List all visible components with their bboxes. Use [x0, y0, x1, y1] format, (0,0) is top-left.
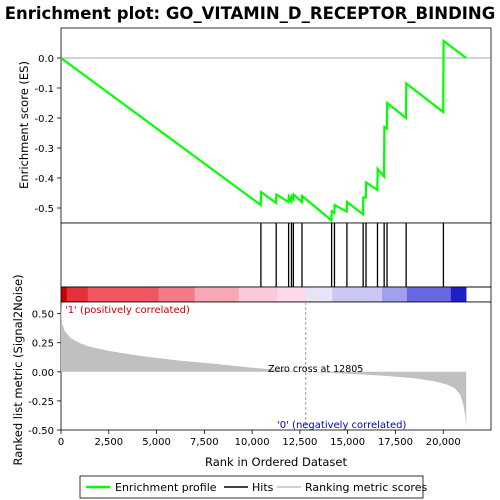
- colorbar-segment: [238, 287, 278, 302]
- colorbar-segment: [332, 287, 383, 302]
- metric-y-tick-label: 0.00: [32, 368, 54, 379]
- colorbar-segment: [305, 287, 333, 302]
- x-tick-label: 17,500: [378, 437, 413, 448]
- legend-enrichment-profile: Enrichment profile: [115, 481, 217, 494]
- legend: Enrichment profile Hits Ranking metric s…: [79, 475, 427, 499]
- metric-y-axis: 0.50 0.25 0.00 -0.25 -0.50: [28, 310, 61, 437]
- colorbar-segment: [382, 287, 408, 302]
- enrichment-profile-line: [60, 38, 467, 223]
- colorbar-segment: [450, 287, 467, 302]
- es-y-tick-label: 0.0: [38, 54, 54, 65]
- es-y-axis: 0.0 -0.1 -0.2 -0.3 -0.4 -0.5: [34, 54, 61, 215]
- es-y-tick-label: -0.2: [34, 114, 54, 125]
- ranking-metric-area: [61, 304, 467, 427]
- x-tick-label: 20,000: [426, 437, 461, 448]
- x-axis: 0 2,500 5,000 7,500 10,000 12,500 15,000 17,500…: [58, 430, 461, 448]
- zero-cross-label: Zero cross at 12805: [268, 364, 363, 375]
- colorbar-segment: [406, 287, 452, 302]
- colorbar-segment: [194, 287, 240, 302]
- colorbar-segment: [158, 287, 196, 302]
- colorbar-segment: [276, 287, 307, 302]
- colorbar-segment: [87, 287, 159, 302]
- colorbar-segment: [66, 287, 89, 302]
- x-tick-label: 10,000: [235, 437, 270, 448]
- hit-markers: [260, 223, 445, 287]
- legend-hits: Hits: [252, 481, 274, 494]
- x-tick-label: 12,500: [282, 437, 317, 448]
- x-tick-label: 15,000: [330, 437, 365, 448]
- metric-y-tick-label: 0.50: [32, 310, 54, 321]
- ranked-list-colorbar: [61, 287, 467, 302]
- es-y-tick-label: -0.4: [34, 174, 54, 185]
- es-y-axis-label: Enrichment score (ES): [17, 61, 31, 189]
- positive-correlation-label: '1' (positively correlated): [65, 305, 190, 316]
- chart-title: Enrichment plot: GO_VITAMIN_D_RECEPTOR_B…: [5, 4, 496, 23]
- es-y-tick-label: -0.3: [34, 144, 54, 155]
- x-tick-label: 7,500: [190, 437, 219, 448]
- metric-y-axis-label: Ranked list metric (Signal2Noise): [11, 274, 25, 465]
- colorbar-segment: [61, 287, 68, 302]
- x-tick-label: 5,000: [142, 437, 171, 448]
- metric-y-tick-label: -0.50: [28, 426, 54, 437]
- negative-correlation-label: '0' (negatively correlated): [277, 420, 406, 431]
- es-panel: [60, 27, 492, 224]
- metric-y-tick-label: -0.25: [28, 397, 54, 408]
- es-y-tick-label: -0.5: [34, 204, 54, 215]
- es-y-tick-label: -0.1: [34, 84, 54, 95]
- x-tick-label: 2,500: [94, 437, 123, 448]
- metric-y-tick-label: 0.25: [32, 339, 54, 350]
- legend-ranking-metric: Ranking metric scores: [305, 481, 427, 494]
- legend-box: [79, 475, 424, 499]
- x-tick-label: 0: [58, 437, 64, 448]
- x-axis-label: Rank in Ordered Dataset: [205, 455, 348, 469]
